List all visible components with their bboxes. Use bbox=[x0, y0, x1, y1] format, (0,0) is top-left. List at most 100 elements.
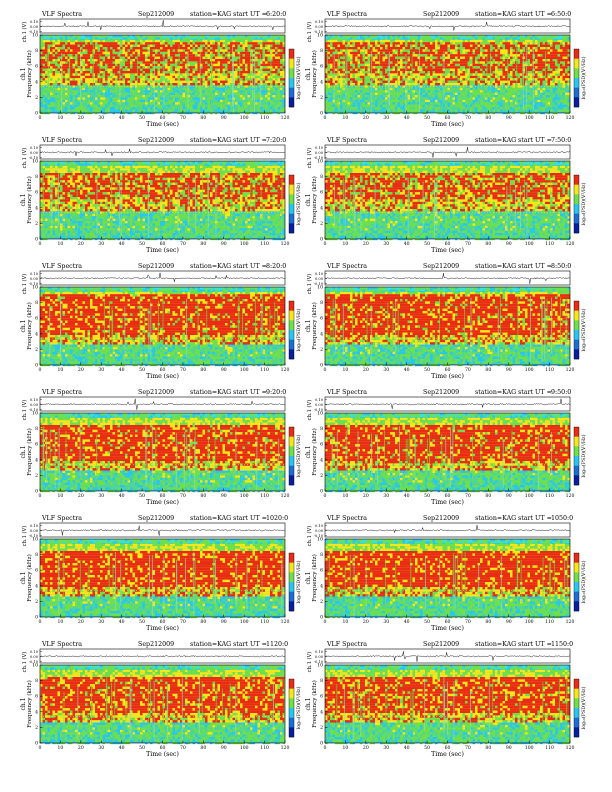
spectrogram-cell bbox=[130, 52, 133, 54]
spectrogram-cell bbox=[75, 45, 78, 47]
spectrogram-cell bbox=[213, 47, 216, 49]
spectrogram-cell bbox=[115, 59, 118, 61]
spectrogram-cell bbox=[283, 45, 286, 47]
spectrogram-cell bbox=[140, 35, 143, 37]
spectrogram-cell bbox=[143, 54, 146, 56]
spectrogram-cell bbox=[133, 52, 136, 54]
spectrogram-cell bbox=[95, 49, 98, 51]
spectrogram-cell bbox=[188, 37, 191, 39]
spectrogram-cell bbox=[100, 54, 103, 56]
spectrogram-panel-1: VLF Spectra Sep212009 station=KAG start UT … bbox=[20, 11, 302, 128]
spectrogram-cell bbox=[128, 47, 131, 49]
spectrogram-cell bbox=[155, 42, 158, 44]
spectrogram-cell bbox=[70, 37, 73, 39]
spectrogram-cell bbox=[215, 37, 218, 39]
spectrogram-cell bbox=[133, 45, 136, 47]
spectrogram-cell bbox=[210, 45, 213, 47]
spectrogram-cell bbox=[220, 54, 223, 56]
spectrogram-cell bbox=[160, 47, 163, 49]
spectrogram-cell bbox=[65, 35, 68, 37]
spectrogram-cell bbox=[98, 45, 101, 47]
spectrogram-cell bbox=[50, 49, 53, 51]
spectrogram-cell bbox=[120, 42, 123, 44]
spectrogram-cell bbox=[238, 42, 241, 44]
spectrogram-cell bbox=[200, 40, 203, 42]
spectrogram-cell bbox=[185, 49, 188, 51]
spectrogram-cell bbox=[190, 49, 193, 51]
spectrogram-cell bbox=[125, 59, 128, 61]
spectrogram-cell bbox=[43, 45, 46, 47]
spectrogram-cell bbox=[125, 52, 128, 54]
spectrogram-cell bbox=[133, 54, 136, 56]
spectrogram-cell bbox=[98, 42, 101, 44]
spectrogram-cell bbox=[225, 40, 228, 42]
spectrogram-cell bbox=[215, 47, 218, 49]
spectrogram-cell bbox=[185, 37, 188, 39]
spectrogram-cell bbox=[115, 54, 118, 56]
spectrogram-cell bbox=[138, 47, 141, 49]
spectrogram-cell bbox=[75, 47, 78, 49]
spectrogram-cell bbox=[98, 40, 101, 42]
spectrogram-cell bbox=[95, 35, 98, 37]
spectrogram-cell bbox=[180, 52, 183, 54]
spectrogram-cell bbox=[50, 54, 53, 56]
spectrogram-cell bbox=[198, 59, 201, 61]
spectrogram-cell bbox=[140, 47, 143, 49]
spectrogram-cell bbox=[210, 40, 213, 42]
spectrogram-cell bbox=[168, 49, 171, 51]
spectrogram-cell bbox=[98, 52, 101, 54]
spectrogram-cell bbox=[135, 42, 138, 44]
spectrogram-cell bbox=[145, 49, 148, 51]
spectrogram-cell bbox=[83, 49, 86, 51]
spectrogram-cell bbox=[243, 35, 246, 37]
spectrogram-cell bbox=[208, 49, 211, 51]
spectrogram-cell bbox=[245, 45, 248, 47]
spectrogram-cell bbox=[113, 52, 116, 54]
spectrogram-cell bbox=[225, 59, 228, 61]
spectrogram-cell bbox=[240, 47, 243, 49]
spectrogram-cell bbox=[73, 35, 76, 37]
spectrogram-cell bbox=[83, 57, 86, 59]
spectrogram-cell bbox=[45, 42, 48, 44]
spectrogram-cell bbox=[45, 49, 48, 51]
spectrogram-cell bbox=[245, 47, 248, 49]
spectrogram-cell bbox=[188, 42, 191, 44]
spectrogram-cell bbox=[228, 35, 231, 37]
spectrogram-cell bbox=[153, 35, 156, 37]
spectrogram-cell bbox=[93, 40, 96, 42]
spectrogram-cell bbox=[95, 57, 98, 59]
spectrogram-cell bbox=[228, 57, 231, 59]
spectrogram-cell bbox=[230, 40, 233, 42]
spectrogram-cell bbox=[223, 59, 226, 61]
spectrogram-cell bbox=[248, 52, 251, 54]
spectrogram-cell bbox=[245, 54, 248, 56]
spectrogram-cell bbox=[63, 57, 66, 59]
spectrogram-cell bbox=[90, 45, 93, 47]
spectrogram-cell bbox=[150, 59, 153, 61]
spectrogram-cell bbox=[158, 57, 161, 59]
spectrogram-cell bbox=[183, 35, 186, 37]
spectrogram-cell bbox=[200, 42, 203, 44]
spectrogram-cell bbox=[260, 45, 263, 47]
spectrogram-cell bbox=[148, 59, 151, 61]
spectrogram-cell bbox=[198, 49, 201, 51]
spectrogram-cell bbox=[188, 47, 191, 49]
spectrogram-cell bbox=[53, 49, 56, 51]
spectrogram-cell bbox=[83, 59, 86, 61]
spectrogram-cell bbox=[183, 54, 186, 56]
spectrogram-cell bbox=[235, 40, 238, 42]
spectrogram-cell bbox=[128, 35, 131, 37]
spectrogram-cell bbox=[250, 40, 253, 42]
spectrogram-cell bbox=[113, 45, 116, 47]
spectrogram-cell bbox=[153, 42, 156, 44]
spectrogram-cell bbox=[230, 42, 233, 44]
spectrogram-cell bbox=[103, 40, 106, 42]
spectrogram-cell bbox=[148, 49, 151, 51]
spectrogram-cell bbox=[78, 47, 81, 49]
spectrogram-cell bbox=[113, 59, 116, 61]
spectrogram-cell bbox=[268, 42, 271, 44]
spectrogram-cell bbox=[55, 47, 58, 49]
spectrogram-cell bbox=[275, 57, 278, 59]
spectrogram-cell bbox=[40, 57, 43, 59]
spectrogram-cell bbox=[60, 42, 63, 44]
